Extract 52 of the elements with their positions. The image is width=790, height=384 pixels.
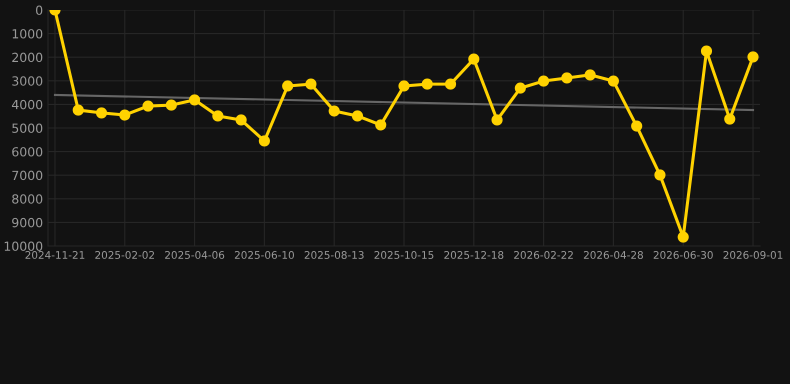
point [166,100,177,111]
x-tick-label: 2025-12-18 [444,251,504,259]
y-tick-label: 4000 [12,100,42,110]
point [492,114,503,126]
y-tick-label: 10000 [4,241,42,251]
x-tick-label: 2026-06-30 [654,251,713,259]
point [538,75,550,87]
point [258,135,270,147]
x-tick-label: 2026-02-22 [514,251,573,259]
y-tick-label: 2000 [12,52,42,62]
y-tick-label: 9000 [12,218,42,228]
point [236,114,247,126]
y-tick-label: 0 [36,5,42,15]
x-tick-label: 2025-02-02 [95,251,154,259]
point [631,120,642,132]
point [189,94,200,106]
point [212,110,224,122]
point [678,231,689,243]
point [328,105,340,117]
point [305,78,316,90]
point [142,100,154,112]
point [96,107,108,118]
point [282,80,294,92]
point [398,80,410,92]
y-tick-label: 6000 [12,147,42,157]
x-tick-label: 2025-06-10 [234,251,294,259]
y-tick-label: 3000 [12,76,42,86]
point [514,82,526,94]
x-tick-label: 2026-09-01 [724,251,782,259]
y-tick-label: 7000 [12,170,42,180]
x-tick-label: 2025-10-15 [374,251,434,259]
y-tick-label: 8000 [12,194,42,204]
point [444,78,456,90]
x-tick-label: 2025-08-13 [304,251,364,259]
point [584,69,596,80]
x-tick-label: 2025-04-06 [165,251,224,259]
point [352,110,364,122]
point [468,54,480,65]
point [747,51,759,63]
x-tick-label: 2024-11-21 [25,251,84,259]
point [608,75,619,87]
point [561,72,572,84]
point [700,46,712,57]
point [654,169,666,181]
y-tick-label: 1000 [12,29,42,39]
point [375,119,386,130]
point [724,113,736,125]
y-tick-label: 5000 [12,123,42,133]
point [119,109,130,121]
point [72,104,84,116]
x-tick-label: 2026-04-28 [584,251,643,259]
point [422,78,433,90]
